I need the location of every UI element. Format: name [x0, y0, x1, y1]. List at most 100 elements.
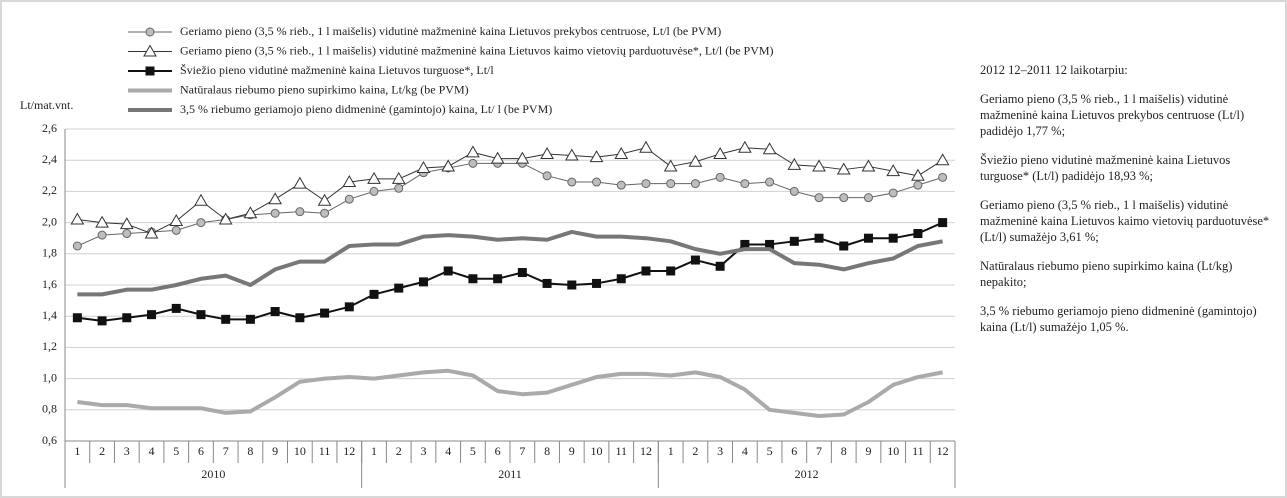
x-tick-label: 3 — [420, 444, 426, 458]
x-tick-label: 6 — [198, 444, 204, 458]
point — [690, 255, 700, 265]
point — [320, 208, 330, 218]
y-axis-label: Lt/mat.vnt. — [20, 98, 73, 112]
point — [218, 212, 233, 225]
x-tick-label: 8 — [544, 444, 550, 458]
point — [171, 303, 181, 313]
point — [861, 159, 876, 172]
point — [270, 208, 280, 218]
point — [663, 159, 678, 172]
point — [97, 316, 107, 326]
x-tick-label: 5 — [470, 444, 476, 458]
point — [344, 194, 354, 204]
point — [812, 159, 826, 172]
point — [443, 266, 453, 276]
point — [245, 314, 255, 324]
year-label: 2012 — [795, 467, 819, 481]
point — [567, 280, 577, 290]
point — [268, 192, 283, 205]
notes-heading: 2012 12–2011 12 laikotarpiu: — [980, 63, 1128, 77]
point — [641, 266, 651, 276]
point — [863, 193, 873, 203]
y-tick-label: 2,4 — [42, 152, 57, 166]
point — [394, 283, 404, 293]
point — [344, 302, 354, 312]
point — [367, 171, 381, 184]
point — [888, 233, 898, 243]
point — [567, 177, 577, 187]
point — [320, 308, 330, 318]
x-tick-label: 1 — [371, 444, 377, 458]
legend-marker — [145, 27, 155, 37]
x-tick-label: 9 — [569, 444, 575, 458]
x-tick-label: 1 — [668, 444, 674, 458]
point — [540, 146, 554, 159]
legend-label: 3,5 % riebumo geriamojo pieno didmeninė … — [180, 102, 552, 116]
point — [270, 307, 280, 317]
point — [95, 215, 109, 228]
x-tick-label: 3 — [124, 444, 130, 458]
point — [515, 151, 530, 164]
point — [888, 188, 898, 198]
y-tick-label: 1,6 — [42, 277, 57, 291]
x-tick-label: 10 — [887, 444, 899, 458]
legend-label: Natūralaus riebumo pieno supirkimo kaina… — [180, 82, 469, 96]
point — [542, 171, 552, 181]
point — [490, 151, 505, 164]
y-tick-label: 1,8 — [42, 246, 57, 260]
x-tick-label: 11 — [615, 444, 627, 458]
y-tick-label: 2,0 — [42, 214, 57, 228]
x-tick-label: 12 — [343, 444, 355, 458]
point — [342, 175, 357, 188]
point — [641, 179, 651, 189]
point — [72, 241, 82, 251]
x-tick-label: 7 — [223, 444, 229, 458]
x-tick-label: 8 — [841, 444, 847, 458]
point — [789, 236, 799, 246]
point — [740, 179, 750, 189]
point — [295, 313, 305, 323]
point — [196, 310, 206, 320]
note: Geriamo pieno (3,5 % rieb., 1 l maišelis… — [980, 198, 1270, 244]
point — [564, 148, 579, 161]
point — [122, 313, 132, 323]
point — [243, 206, 258, 219]
point — [468, 158, 478, 168]
legend-label: Geriamo pieno (3,5 % rieb., 1 l maišelis… — [180, 43, 774, 57]
point — [169, 214, 184, 227]
x-tick-label: 11 — [912, 444, 924, 458]
x-tick-label: 5 — [767, 444, 773, 458]
point — [147, 310, 157, 320]
series-line — [77, 368, 944, 419]
point — [221, 314, 231, 324]
point — [369, 186, 379, 196]
point — [935, 153, 950, 166]
point — [765, 239, 775, 249]
point — [740, 239, 750, 249]
point — [119, 217, 134, 230]
point — [839, 193, 849, 203]
year-label: 2011 — [498, 467, 522, 481]
point — [938, 172, 948, 182]
x-tick-label: 6 — [495, 444, 501, 458]
x-tick-label: 12 — [640, 444, 652, 458]
point — [913, 180, 923, 190]
point — [639, 140, 653, 153]
point — [911, 168, 925, 181]
point — [688, 154, 703, 167]
legend-label: Geriamo pieno (3,5 % rieb., 1 l maišelis… — [180, 24, 721, 38]
x-tick-label: 7 — [519, 444, 525, 458]
legend-marker — [143, 44, 157, 57]
point — [913, 229, 923, 239]
point — [369, 289, 379, 299]
point — [713, 146, 728, 159]
point — [715, 172, 725, 182]
point — [836, 162, 851, 175]
point — [317, 193, 332, 206]
note: Šviežio pieno vidutinė mažmeninė kaina L… — [980, 153, 1231, 183]
x-tick-label: 1 — [74, 444, 80, 458]
point — [292, 176, 307, 189]
point — [194, 193, 208, 206]
